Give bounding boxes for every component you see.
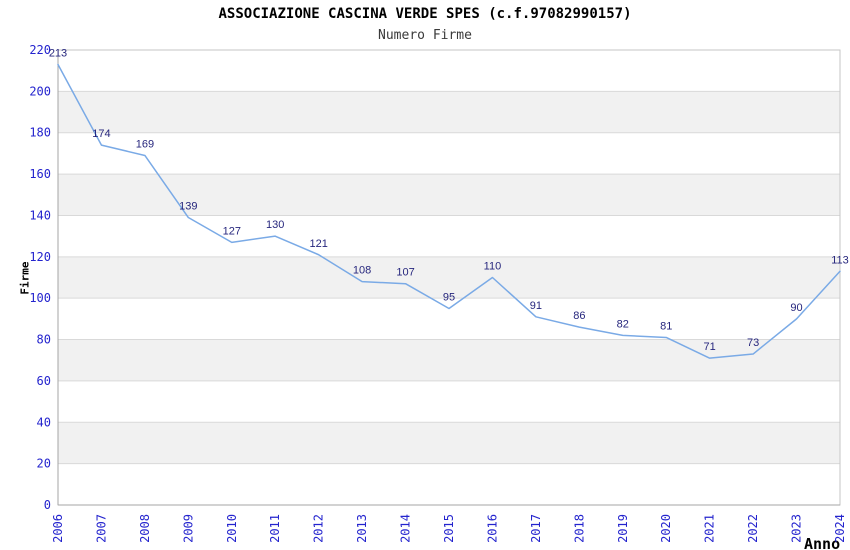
x-tick-label: 2006 [51, 514, 65, 543]
y-tick-label: 220 [29, 43, 51, 57]
data-point-label: 86 [573, 310, 585, 322]
x-tick-label: 2019 [616, 514, 630, 543]
grid-band [58, 339, 840, 381]
x-tick-label: 2020 [659, 514, 673, 543]
data-point-label: 81 [660, 320, 672, 332]
grid-band [58, 174, 840, 216]
y-tick-label: 100 [29, 291, 51, 305]
x-tick-label: 2011 [268, 514, 282, 543]
data-point-label: 107 [396, 267, 414, 279]
data-point-label: 213 [49, 47, 67, 59]
grid-band [58, 422, 840, 464]
x-tick-label: 2015 [442, 514, 456, 543]
data-point-label: 71 [704, 341, 716, 353]
x-tick-label: 2008 [138, 514, 152, 543]
y-tick-label: 40 [37, 415, 51, 429]
x-tick-label: 2013 [355, 514, 369, 543]
data-point-label: 90 [790, 302, 802, 314]
x-tick-label: 2012 [312, 514, 326, 543]
grid-band [58, 256, 840, 299]
x-tick-label: 2024 [833, 514, 847, 543]
data-point-label: 82 [617, 318, 629, 330]
chart-subtitle: Numero Firme [378, 28, 472, 43]
x-tick-label: 2023 [790, 514, 804, 543]
y-tick-label: 140 [29, 208, 51, 222]
x-tick-label: 2021 [703, 514, 717, 543]
x-tick-label: 2009 [181, 514, 195, 543]
y-tick-label: 80 [37, 333, 51, 347]
data-point-label: 110 [484, 261, 502, 273]
data-point-label: 121 [309, 238, 327, 250]
grid-band [58, 91, 840, 133]
data-point-label: 127 [223, 225, 241, 237]
data-point-label: 169 [136, 138, 154, 150]
data-point-label: 95 [443, 292, 455, 304]
x-axis-title: Anno [804, 535, 841, 550]
data-point-label: 108 [353, 265, 371, 277]
x-tick-label: 2018 [572, 514, 586, 543]
x-tick-label: 2007 [94, 514, 108, 543]
data-point-label: 91 [530, 300, 542, 312]
y-tick-label: 160 [29, 167, 51, 181]
x-tick-label: 2017 [529, 514, 543, 543]
x-tick-label: 2022 [746, 514, 760, 543]
data-point-label: 139 [179, 201, 197, 213]
data-series-line [57, 63, 841, 359]
data-point-label: 130 [266, 219, 284, 231]
chart-title: ASSOCIAZIONE CASCINA VERDE SPES (c.f.970… [218, 6, 632, 22]
data-point-label: 174 [92, 128, 110, 140]
y-tick-label: 180 [29, 126, 51, 140]
x-tick-label: 2010 [225, 514, 239, 543]
y-tick-label: 60 [37, 374, 51, 388]
x-tick-label: 2016 [485, 514, 499, 543]
y-tick-label: 120 [29, 250, 51, 264]
data-point-label: 113 [831, 254, 849, 266]
data-point-label: 73 [747, 337, 759, 349]
y-tick-label: 0 [44, 498, 51, 512]
y-tick-label: 200 [29, 84, 51, 98]
y-tick-label: 20 [37, 457, 51, 471]
x-tick-label: 2014 [399, 514, 413, 543]
